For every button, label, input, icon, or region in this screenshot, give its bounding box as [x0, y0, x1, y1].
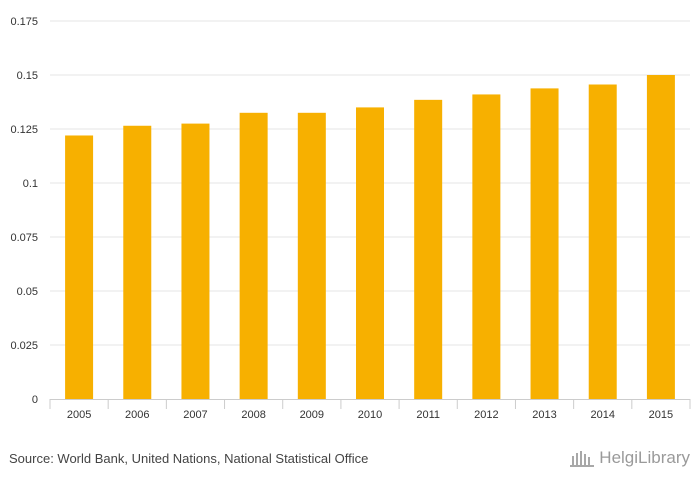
- x-tick-label: 2014: [590, 409, 614, 421]
- bar-2013[interactable]: [530, 88, 559, 399]
- bars: [65, 75, 675, 400]
- y-tick-label: 0.075: [10, 232, 38, 244]
- y-tick-label: 0.025: [10, 340, 38, 352]
- bar-2011[interactable]: [414, 99, 443, 399]
- brand-logo[interactable]: HelgiLibrary: [569, 448, 690, 468]
- x-tick-label: 2008: [241, 409, 265, 421]
- chart-footer: Source: World Bank, United Nations, Nati…: [0, 440, 700, 483]
- bar-2012[interactable]: [472, 94, 501, 399]
- bar-2015[interactable]: [646, 75, 675, 399]
- y-tick-label: 0.125: [10, 124, 38, 136]
- y-tick-label: 0.1: [23, 178, 38, 190]
- x-axis: [49, 399, 691, 409]
- x-tick-label: 2009: [300, 409, 324, 421]
- bar-2008[interactable]: [239, 112, 268, 400]
- bar-chart: 0 0.025 0.05 0.075 0.1 0.125 0.15 0.175 2005 200…: [10, 16, 691, 421]
- x-tick-label: 2013: [532, 409, 556, 421]
- x-tick-label: 2005: [67, 409, 91, 421]
- y-tick-label: 0.175: [10, 16, 38, 28]
- x-tick-label: 2015: [649, 409, 673, 421]
- x-axis-ticks: 2005 2006 2007 2008 2009 2010 2011 2012 2013 2014…: [67, 409, 673, 421]
- x-tick-label: 2011: [416, 409, 440, 421]
- x-tick-label: 2007: [183, 409, 207, 421]
- y-tick-label: 0.15: [17, 70, 38, 82]
- x-tick-label: 2010: [358, 409, 382, 421]
- source-note: Source: World Bank, United Nations, Nati…: [9, 451, 369, 466]
- library-columns-icon: [570, 451, 595, 467]
- y-tick-label: 0: [32, 394, 38, 406]
- x-tick-label: 2012: [474, 409, 498, 421]
- bar-2014[interactable]: [588, 84, 617, 399]
- y-axis-ticks: 0 0.025 0.05 0.075 0.1 0.125 0.15 0.175: [10, 16, 38, 406]
- bar-2009[interactable]: [297, 112, 326, 400]
- y-tick-label: 0.05: [17, 286, 38, 298]
- bar-2007[interactable]: [181, 123, 210, 399]
- bar-2010[interactable]: [356, 107, 384, 400]
- x-tick-label: 2006: [125, 409, 149, 421]
- bar-2006[interactable]: [123, 125, 152, 399]
- brand-name: HelgiLibrary: [599, 448, 690, 467]
- bar-2005[interactable]: [65, 135, 94, 400]
